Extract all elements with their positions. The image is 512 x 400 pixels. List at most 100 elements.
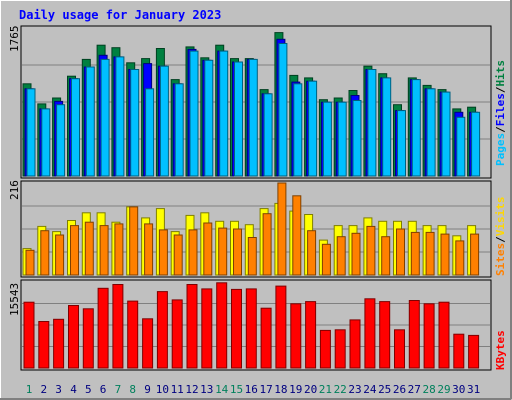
visits-bar-sites-day-30 (455, 240, 465, 276)
chart-title: Daily usage for January 2023 (19, 8, 221, 22)
hits-bar-pages-day-3 (56, 104, 66, 177)
day-label: 31 (467, 383, 480, 396)
visits-bar-sites-day-9 (144, 223, 154, 276)
day-label: 4 (70, 383, 77, 396)
visits-bar-sites-day-1 (25, 249, 35, 276)
kbytes-bar-kbytes-day-15 (231, 288, 242, 369)
visits-bar-sites-day-24 (366, 225, 376, 276)
kbytes-bar-kbytes-day-14 (216, 282, 228, 369)
hits-bar-pages-day-4 (71, 78, 80, 177)
kbytes-bar-kbytes-day-23 (349, 319, 361, 369)
hits-bar-pages-day-23 (352, 100, 362, 177)
visits-bar-sites-day-25 (381, 236, 391, 276)
day-label: 23 (348, 383, 361, 396)
day-label: 11 (171, 383, 184, 396)
day-label: 1 (26, 383, 33, 396)
hits-bar-pages-day-25 (382, 77, 392, 177)
day-label: 16 (245, 383, 258, 396)
visits-bar-sites-day-21 (321, 243, 331, 276)
hits-bar-pages-day-6 (100, 58, 110, 177)
hits-bar-pages-day-26 (397, 110, 406, 177)
hits-bar-pages-day-17 (263, 93, 273, 177)
kbytes-bar-kbytes-day-13 (201, 288, 213, 369)
hits-bar-pages-day-7 (115, 56, 125, 177)
day-label: 8 (129, 383, 136, 396)
hits-bar-pages-day-31 (471, 111, 481, 177)
day-label: 30 (452, 383, 465, 396)
kbytes-bar-kbytes-day-26 (394, 329, 405, 369)
day-label: 12 (185, 383, 198, 396)
day-label: 22 (334, 383, 347, 396)
kbytes-bar-kbytes-day-17 (260, 307, 272, 369)
day-labels: 1 2 3 4 5 6 7 8 9 10 11 12 13 14 15 16 17 18 19 20 21 22 23 24 2… (26, 383, 481, 396)
day-label: 18 (274, 383, 287, 396)
visits-bar-sites-day-11 (173, 234, 183, 276)
hits-bar-pages-day-9 (145, 88, 155, 177)
hits-bar-pages-day-14 (219, 50, 229, 177)
visits-bar-sites-day-8 (129, 206, 139, 276)
kbytes-bar-kbytes-day-18 (275, 285, 287, 369)
visits-bar-sites-day-12 (188, 229, 198, 276)
hits-bar-pages-day-21 (322, 101, 332, 177)
hits-bar-pages-day-15 (234, 61, 243, 177)
chart-bars (22, 32, 481, 369)
hits-bar-pages-day-16 (248, 58, 258, 177)
day-label: 10 (156, 383, 169, 396)
day-label: 6 (100, 383, 107, 396)
visits-bar-sites-day-27 (410, 231, 420, 276)
day-label: 21 (319, 383, 332, 396)
visits-bar-sites-day-14 (218, 227, 228, 276)
hits-bar-pages-day-12 (189, 50, 199, 177)
hits-bar-pages-day-18 (278, 43, 288, 177)
day-label: 14 (215, 383, 229, 396)
day-label: 3 (55, 383, 62, 396)
visits-bar-sites-day-17 (262, 213, 272, 276)
visits-bar-sites-day-2 (40, 230, 50, 276)
kbytes-bar-kbytes-day-24 (364, 298, 376, 369)
visits-bar-sites-day-3 (55, 234, 65, 276)
day-label: 25 (378, 383, 391, 396)
visits-bar-sites-day-19 (292, 195, 302, 276)
visits-bar-sites-day-28 (425, 231, 435, 276)
hits-bar-pages-day-27 (411, 79, 421, 177)
day-label: 29 (437, 383, 450, 396)
kbytes-bar-kbytes-day-3 (53, 318, 65, 369)
day-label: 9 (144, 383, 151, 396)
hits-bar-pages-day-20 (308, 80, 318, 177)
visits-bar-sites-day-26 (396, 228, 405, 276)
kbytes-bar-kbytes-day-19 (290, 303, 302, 369)
hits-bar-pages-day-28 (426, 88, 436, 177)
hits-bar-pages-day-1 (26, 88, 36, 177)
visits-panel-legend: Sites/Visits (494, 197, 507, 277)
visits-bar-sites-day-18 (277, 182, 287, 276)
kbytes-bar-kbytes-day-2 (38, 321, 50, 369)
hits-bar-pages-day-5 (85, 66, 95, 177)
kbytes-bar-kbytes-day-29 (438, 301, 450, 369)
day-label: 17 (259, 383, 272, 396)
hits-bar-pages-day-24 (367, 69, 377, 177)
day-label: 13 (200, 383, 213, 396)
kbytes-bar-kbytes-day-20 (305, 301, 317, 369)
kbytes-bar-kbytes-day-1 (23, 301, 35, 369)
visits-bar-sites-day-5 (84, 221, 94, 276)
kbytes-bar-kbytes-day-7 (112, 284, 124, 369)
day-label: 26 (393, 383, 406, 396)
kbytes-max-label: 15543 (8, 283, 21, 316)
hits-bar-pages-day-29 (441, 91, 451, 177)
visits-bar-sites-day-31 (470, 233, 480, 276)
visits-bar-sites-day-7 (114, 223, 124, 276)
day-label: 2 (40, 383, 47, 396)
hits-bar-pages-day-19 (293, 83, 303, 177)
visits-bar-sites-day-22 (336, 236, 346, 276)
visits-bar-sites-day-23 (351, 232, 361, 276)
kbytes-bar-kbytes-day-5 (82, 308, 94, 369)
hits-bar-pages-day-30 (456, 116, 466, 177)
day-label: 28 (422, 383, 435, 396)
day-label: 15 (230, 383, 243, 396)
day-label: 20 (304, 383, 317, 396)
visits-bar-sites-day-13 (203, 222, 213, 276)
kbytes-panel-legend: KBytes (494, 330, 507, 370)
kbytes-bar-kbytes-day-31 (468, 334, 480, 369)
hits-bar-pages-day-10 (159, 65, 169, 177)
